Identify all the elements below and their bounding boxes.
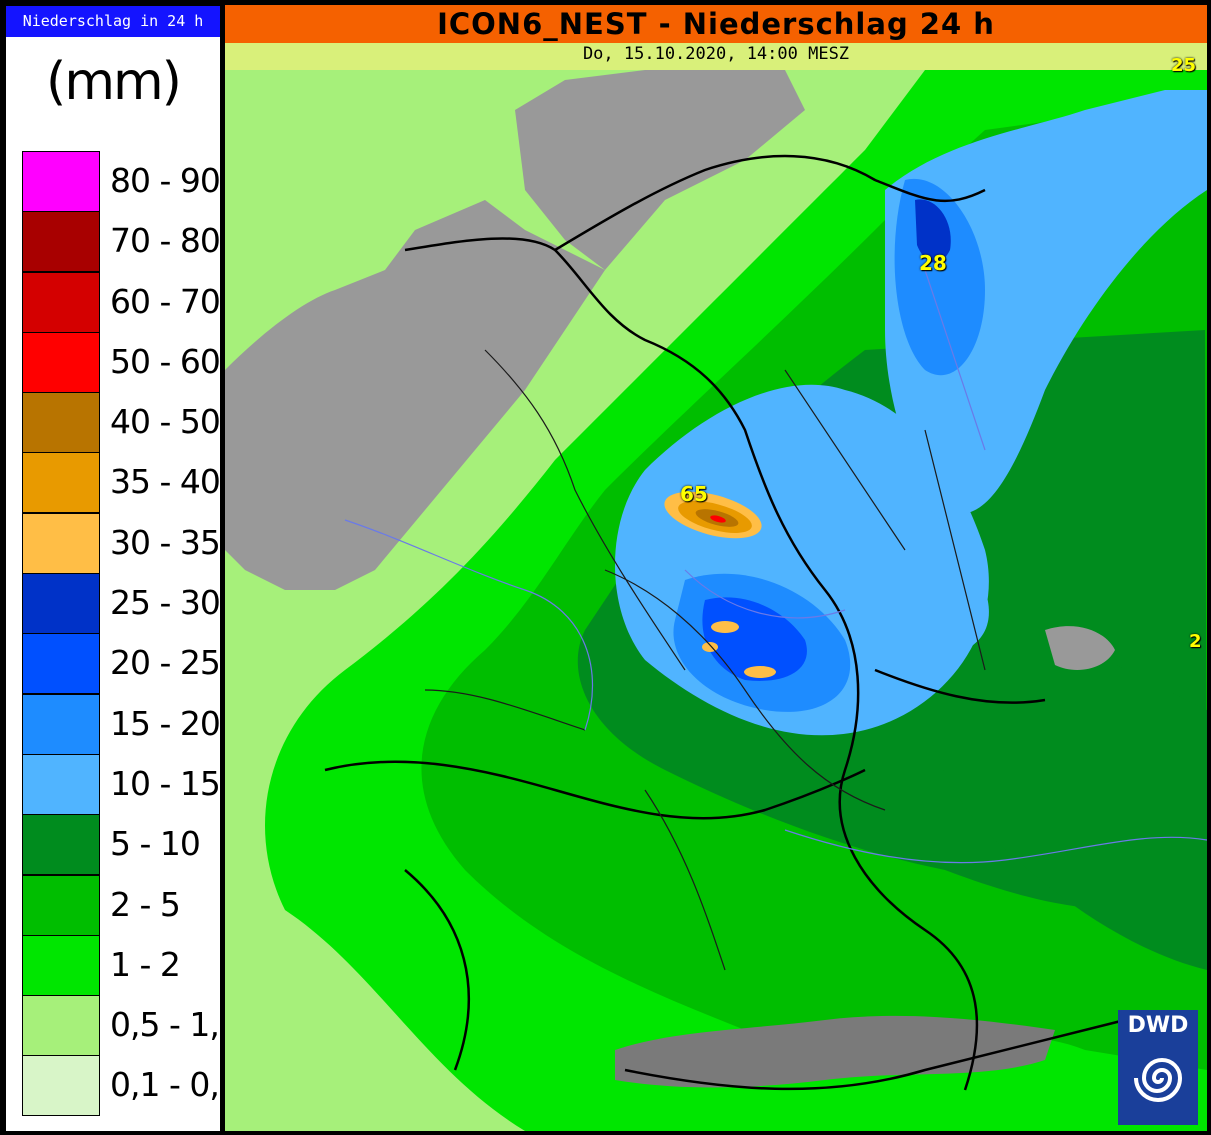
legend-item: 0,1 - 0,5 <box>22 1055 220 1117</box>
dwd-logo: DWD <box>1118 1010 1198 1125</box>
legend-item: 0,5 - 1,0 <box>22 995 220 1057</box>
legend-swatch <box>22 1055 100 1117</box>
state-borders <box>424 349 986 971</box>
legend-label: 0,5 - 1,0 <box>110 1005 220 1045</box>
legend-header: Niederschlag in 24 h <box>6 6 220 37</box>
legend-label: 60 - 70 <box>110 281 220 321</box>
legend-scale: 80 - 90 70 - 80 60 - 70 50 - 60 40 - 50 35 - … <box>22 151 220 1117</box>
region-30-35mm-south-2 <box>744 666 776 678</box>
legend-item: 40 - 50 <box>22 392 220 454</box>
legend-swatch <box>22 814 100 876</box>
legend-label: 30 - 35 <box>110 522 220 562</box>
region-20-25mm <box>702 597 807 681</box>
peak-label: 2 <box>1189 631 1202 652</box>
dwd-swirl-icon <box>1134 1058 1183 1102</box>
region-5-10mm-east <box>924 626 1207 970</box>
legend-item: 15 - 20 <box>22 693 220 755</box>
legend-item: 50 - 60 <box>22 331 220 393</box>
legend-swatch <box>22 693 100 755</box>
legend-unit: (mm) <box>46 52 182 112</box>
legend-swatch <box>22 331 100 393</box>
legend-swatch <box>22 995 100 1057</box>
legend-item: 1 - 2 <box>22 934 220 996</box>
legend-item: 25 - 30 <box>22 573 220 635</box>
legend-label: 40 - 50 <box>110 402 220 442</box>
legend-label: 10 - 15 <box>110 763 220 803</box>
country-borders <box>324 154 1126 1091</box>
legend-label: 50 - 60 <box>110 341 220 381</box>
legend-label: 70 - 80 <box>110 221 220 261</box>
legend-swatch <box>22 151 100 212</box>
rivers <box>344 269 1207 864</box>
legend-swatch <box>22 874 100 936</box>
legend-swatch <box>22 934 100 996</box>
legend-item: 5 - 10 <box>22 814 220 876</box>
dry-area-alps <box>615 1015 1055 1088</box>
legend-item: 30 - 35 <box>22 512 220 574</box>
legend-swatch <box>22 633 100 695</box>
legend-label: 35 - 40 <box>110 462 220 502</box>
legend-label: 5 - 10 <box>110 824 201 864</box>
legend-label: 0,1 - 0,5 <box>110 1065 220 1105</box>
legend-label: 15 - 20 <box>110 703 220 743</box>
region-25-30mm <box>915 199 951 263</box>
peak-label: 65 <box>680 482 708 506</box>
map-title: ICON6_NEST - Niederschlag 24 h <box>225 5 1207 43</box>
legend-swatch <box>22 753 100 815</box>
legend-label: 1 - 2 <box>110 944 181 984</box>
precipitation-map <box>225 70 1207 1131</box>
legend-swatch <box>22 452 100 514</box>
region-50-60mm <box>710 515 726 523</box>
legend-item: 70 - 80 <box>22 211 220 273</box>
legend-swatch <box>22 211 100 273</box>
legend-item: 10 - 15 <box>22 753 220 815</box>
legend-swatch <box>22 392 100 454</box>
dry-area-north <box>515 70 805 270</box>
map-subtitle: Do, 15.10.2020, 14:00 MESZ <box>225 43 1207 70</box>
legend-swatch <box>22 512 100 574</box>
dry-area-northwest <box>225 200 605 590</box>
dry-area-east <box>1045 626 1115 670</box>
region-30-35mm-south-1 <box>711 621 739 633</box>
dwd-logo-text: DWD <box>1127 1013 1189 1038</box>
legend-swatch <box>22 573 100 635</box>
legend-item: 35 - 40 <box>22 452 220 514</box>
legend-item: 2 - 5 <box>22 874 220 936</box>
peak-label: 25 <box>1171 55 1197 76</box>
legend-label: 20 - 25 <box>110 643 220 683</box>
map-panel: ICON6_NEST - Niederschlag 24 h Do, 15.10… <box>225 5 1207 1131</box>
legend-item: 20 - 25 <box>22 633 220 695</box>
peak-label: 28 <box>919 251 947 275</box>
legend-panel: Niederschlag in 24 h (mm) 80 - 90 70 - 80… <box>6 6 220 1131</box>
legend-label: 2 - 5 <box>110 884 181 924</box>
legend-label: 25 - 30 <box>110 583 220 623</box>
legend-swatch <box>22 271 100 333</box>
legend-item: 80 - 90 <box>22 151 220 212</box>
legend-item: 60 - 70 <box>22 271 220 333</box>
legend-label: 80 - 90 <box>110 161 220 200</box>
region-10-15mm-east <box>837 486 989 658</box>
region-10-15mm-north <box>885 90 1207 514</box>
